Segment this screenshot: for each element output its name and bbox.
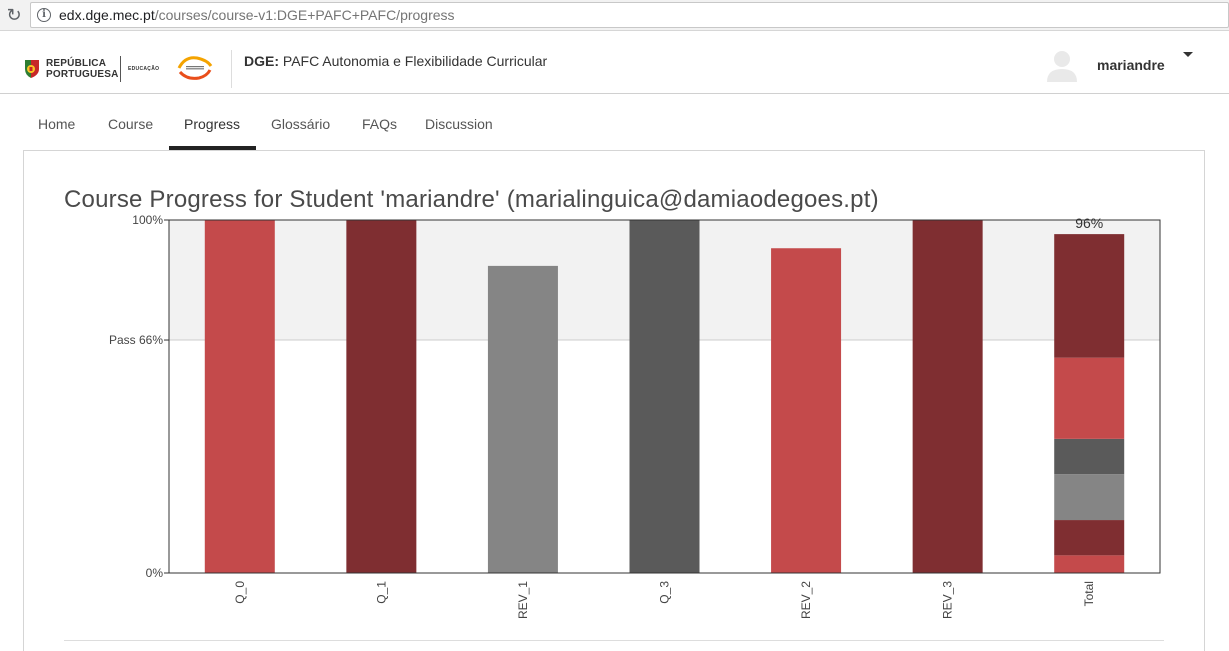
site-header: REPÚBLICA PORTUGUESA EDUCAÇÃO DGE: PAFC … (0, 32, 1229, 94)
bar-q-0[interactable] (204, 220, 275, 573)
bar-rev-2[interactable] (771, 248, 842, 574)
reload-icon[interactable]: ↻ (6, 5, 22, 25)
total-percent-label: 96% (1075, 215, 1103, 231)
logo-text: REPÚBLICA PORTUGUESA (46, 58, 119, 80)
url-host: edx.dge.mec.pt (59, 7, 155, 23)
tab-home[interactable]: Home (38, 116, 76, 132)
republica-portuguesa-logo[interactable]: REPÚBLICA PORTUGUESA EDUCAÇÃO (24, 56, 159, 84)
x-tick-label: REV_3 (941, 581, 955, 619)
tab-course[interactable]: Course (108, 116, 154, 132)
course-title: DGE: PAFC Autonomia e Flexibilidade Curr… (244, 53, 547, 69)
username[interactable]: mariandre (1097, 57, 1165, 73)
x-tick-label: Q_0 (233, 581, 247, 604)
y-tick-label: 100% (132, 213, 163, 227)
browser-address-bar: ↻ i edx.dge.mec.pt/courses/course-v1:DGE… (0, 0, 1229, 31)
total-stack-segment[interactable] (1054, 555, 1125, 573)
total-stack-segment[interactable] (1054, 474, 1125, 521)
url-path: /courses/course-v1:DGE+PAFC+PAFC/progres… (154, 7, 455, 23)
x-tick-label: Total (1082, 581, 1096, 606)
portugal-emblem-icon (25, 60, 39, 78)
y-tick-label: Pass 66% (109, 333, 163, 347)
tab-discussion[interactable]: Discussion (425, 116, 493, 132)
bar-rev-3[interactable] (912, 220, 983, 573)
url-text: edx.dge.mec.pt/courses/course-v1:DGE+PAF… (59, 7, 455, 23)
section-divider (64, 640, 1164, 641)
logo-text-line1: REPÚBLICA (46, 58, 107, 69)
total-stack-segment[interactable] (1054, 520, 1125, 556)
header-divider (231, 50, 232, 88)
active-tab-indicator (169, 146, 256, 150)
plot-frame (168, 219, 1161, 574)
bar-q-3[interactable] (629, 220, 700, 573)
total-stack-segment[interactable] (1054, 438, 1125, 475)
course-org: DGE: (244, 53, 279, 69)
x-tick-label: Q_1 (374, 581, 388, 604)
logo-edu-text: EDUCAÇÃO (128, 66, 160, 72)
x-tick-label: REV_1 (516, 581, 530, 619)
x-tick-label: Q_3 (658, 581, 672, 604)
course-name: PAFC Autonomia e Flexibilidade Curricula… (282, 53, 548, 69)
total-stack-segment[interactable] (1054, 357, 1125, 439)
tab-glossario[interactable]: Glossário (271, 116, 331, 132)
x-tick-label: REV_2 (799, 581, 813, 619)
bar-rev-1[interactable] (487, 265, 558, 573)
total-stack-segment[interactable] (1054, 234, 1125, 358)
logo-separator (120, 56, 121, 82)
logo-text-line2: PORTUGUESA (46, 69, 119, 80)
user-menu-caret-icon[interactable] (1183, 52, 1193, 57)
url-field[interactable]: i edx.dge.mec.pt/courses/course-v1:DGE+P… (30, 2, 1229, 28)
y-tick-label: 0% (146, 566, 164, 580)
tab-faqs[interactable]: FAQs (362, 116, 398, 132)
page-title: Course Progress for Student 'mariandre' … (64, 186, 879, 213)
user-avatar-icon[interactable] (1045, 46, 1079, 82)
tab-progress[interactable]: Progress (184, 116, 241, 132)
info-icon[interactable]: i (37, 8, 51, 22)
bar-q-1[interactable] (346, 220, 417, 573)
dge-logo[interactable] (177, 54, 213, 82)
